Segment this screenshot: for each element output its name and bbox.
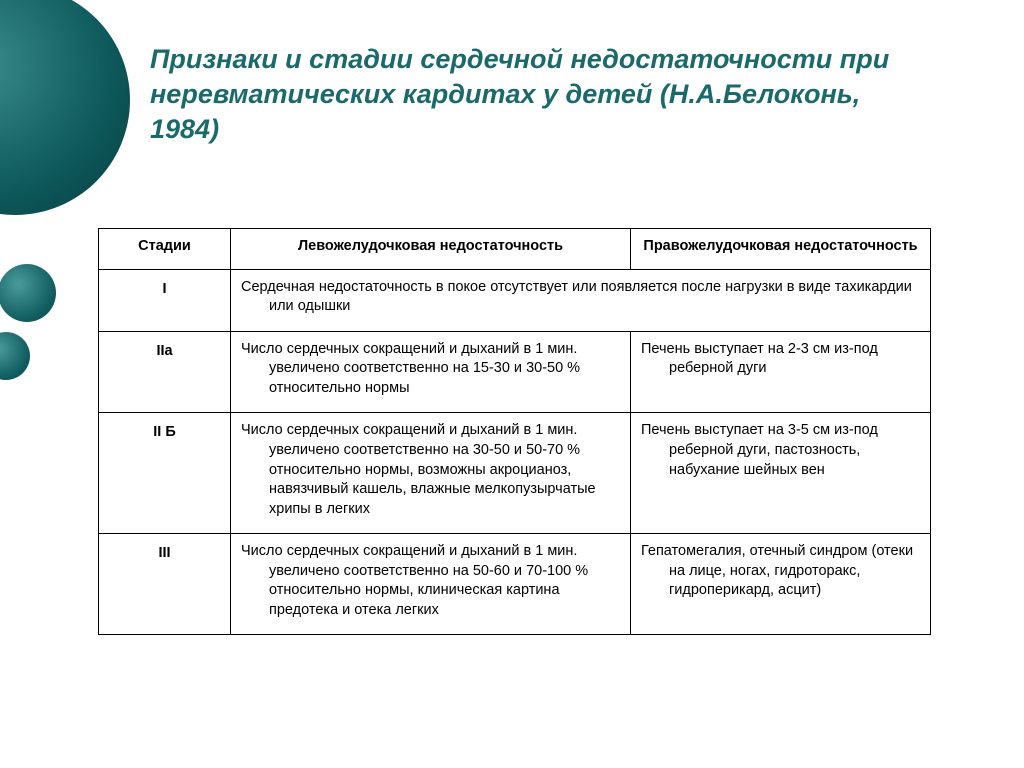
merged-cell: Сердечная недостаточность в покое отсутс… <box>231 269 931 331</box>
right-cell: Печень выступает на 3-5 см из-под реберн… <box>631 413 931 534</box>
col-header-stage: Стадии <box>99 229 231 270</box>
cell-text: Число сердечных сокращений и дыханий в 1… <box>241 340 620 399</box>
cell-text: Печень выступает на 2-3 см из-под реберн… <box>641 340 920 379</box>
stage-cell: II Б <box>99 413 231 534</box>
left-cell: Число сердечных сокращений и дыханий в 1… <box>231 413 631 534</box>
table-row: III Число сердечных сокращений и дыханий… <box>99 534 931 635</box>
stage-cell: IIа <box>99 331 231 413</box>
table-row: II Б Число сердечных сокращений и дыхани… <box>99 413 931 534</box>
stages-table: Стадии Левожелудочковая недостаточность … <box>98 228 930 635</box>
stage-cell: III <box>99 534 231 635</box>
table-row: IIа Число сердечных сокращений и дыханий… <box>99 331 931 413</box>
cell-text: Гепатомегалия, отечный синдром (отеки на… <box>641 542 920 601</box>
cell-text: Сердечная недостаточность в покое отсутс… <box>241 278 920 317</box>
left-cell: Число сердечных сокращений и дыханий в 1… <box>231 534 631 635</box>
decor-circle-large <box>0 0 130 215</box>
decor-circle-small-1 <box>0 264 56 322</box>
cell-text: Число сердечных сокращений и дыханий в 1… <box>241 421 620 519</box>
cell-text: Печень выступает на 3-5 см из-под реберн… <box>641 421 920 480</box>
page-title: Признаки и стадии сердечной недостаточно… <box>150 42 910 147</box>
left-cell: Число сердечных сокращений и дыханий в 1… <box>231 331 631 413</box>
col-header-left: Левожелудочковая недостаточность <box>231 229 631 270</box>
col-header-right: Правожелудочковая недостаточность <box>631 229 931 270</box>
decor-circle-small-2 <box>0 332 30 380</box>
cell-text: Число сердечных сокращений и дыханий в 1… <box>241 542 620 620</box>
table-row: I Сердечная недостаточность в покое отсу… <box>99 269 931 331</box>
right-cell: Печень выступает на 2-3 см из-под реберн… <box>631 331 931 413</box>
stage-cell: I <box>99 269 231 331</box>
right-cell: Гепатомегалия, отечный синдром (отеки на… <box>631 534 931 635</box>
